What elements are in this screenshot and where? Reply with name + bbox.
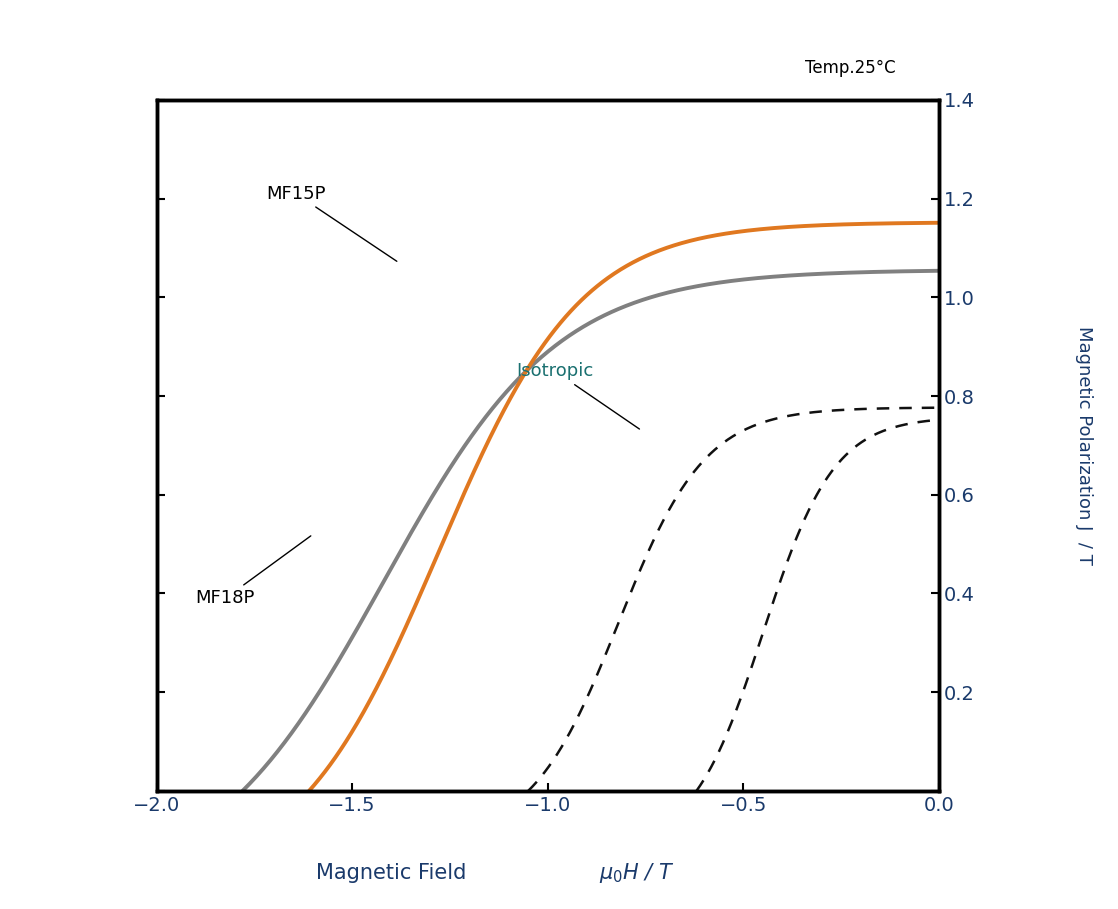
Text: MF15P: MF15P [266,185,397,261]
Text: Magnetic Polarization J  / T: Magnetic Polarization J / T [1076,326,1093,564]
Text: Isotropic: Isotropic [517,363,639,429]
Text: MF18P: MF18P [196,536,311,607]
Text: Magnetic Field: Magnetic Field [316,863,466,883]
Text: Temp.25°C: Temp.25°C [805,59,896,77]
Text: $\mu_0H$ / T: $\mu_0H$ / T [599,861,675,884]
